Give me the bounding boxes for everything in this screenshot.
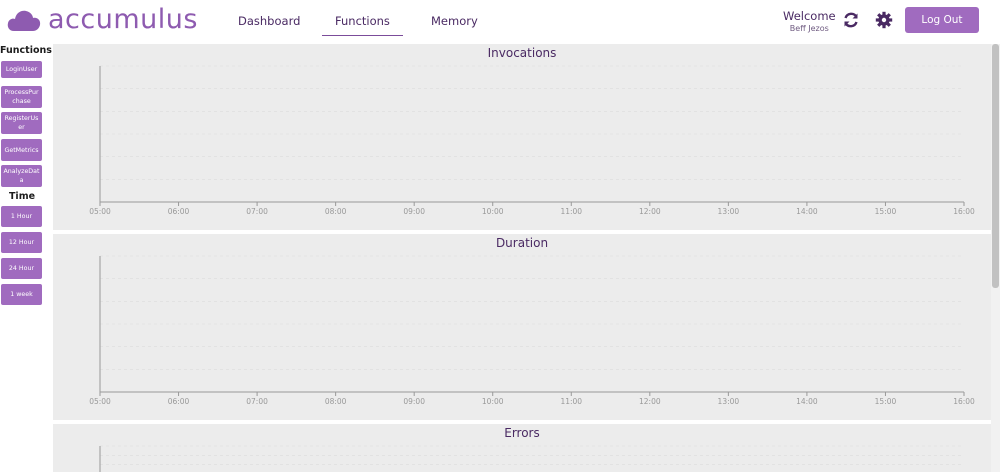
time-button-1-week[interactable]: 1 week (1, 284, 42, 305)
cloud-icon (7, 10, 41, 31)
user-name: Beff Jezos (789, 24, 829, 33)
chart-title: Errors (504, 426, 540, 440)
x-tick-label: 11:00 (560, 207, 582, 216)
function-button-processpurchase[interactable]: ProcessPurchase (1, 86, 42, 108)
app-name: accumulus (48, 4, 198, 35)
app-logo[interactable]: accumulus (6, 4, 198, 35)
x-tick-label: 08:00 (325, 207, 347, 216)
x-tick-label: 07:00 (246, 207, 268, 216)
chart-panel-invocations: Invocations 05:00 06:00 07:00 08:00 09:00 10:… (53, 44, 991, 230)
x-tick-label: 05:00 (89, 397, 111, 406)
x-tick-label: 05:00 (89, 207, 111, 216)
x-tick-label: 06:00 (168, 207, 190, 216)
chart-title: Duration (495, 236, 549, 250)
x-tick-label: 10:00 (482, 207, 504, 216)
x-tick-label: 13:00 (718, 397, 740, 406)
x-tick-label: 09:00 (403, 207, 425, 216)
chart-panel-errors: Errors (53, 424, 991, 472)
chart-panel-duration: Duration 05:00 06:00 07:00 08:00 09:00 10:00 1… (53, 234, 991, 420)
x-tick-label: 15:00 (875, 207, 897, 216)
time-button-1-hour[interactable]: 1 Hour (1, 206, 42, 227)
user-welcome: Welcome Beff Jezos (783, 9, 836, 33)
x-tick-label: 14:00 (796, 397, 818, 406)
x-tick-label: 14:00 (796, 207, 818, 216)
nav-memory[interactable]: Memory (431, 14, 478, 28)
x-tick-label: 09:00 (403, 397, 425, 406)
chart-errors (99, 445, 964, 472)
x-tick-label: 11:00 (560, 397, 582, 406)
logout-button[interactable]: Log Out (905, 7, 979, 33)
gear-icon[interactable] (875, 11, 893, 29)
scrollbar-thumb[interactable] (992, 44, 999, 288)
x-tick-label: 07:00 (246, 397, 268, 406)
sidebar: Functions LoginUser ProcessPurchase Regi… (0, 44, 52, 472)
x-tick-label: 10:00 (482, 397, 504, 406)
x-tick-label: 12:00 (639, 207, 661, 216)
scrollbar[interactable] (991, 44, 1000, 472)
x-tick-label: 12:00 (639, 397, 661, 406)
x-tick-label: 06:00 (168, 397, 190, 406)
function-button-registeruser[interactable]: RegisterUser (1, 112, 42, 134)
chart-duration: 05:00 06:00 07:00 08:00 09:00 10:00 11:00 12:00… (89, 255, 975, 406)
refresh-icon[interactable] (842, 11, 860, 29)
x-tick-label: 15:00 (875, 397, 897, 406)
function-button-loginuser[interactable]: LoginUser (1, 61, 42, 78)
x-tick-label: 13:00 (718, 207, 740, 216)
functions-title: Functions (0, 45, 52, 56)
x-tick-label: 16:00 (953, 397, 975, 406)
nav-functions[interactable]: Functions (322, 14, 403, 36)
welcome-text: Welcome (783, 9, 836, 23)
x-tick-label: 16:00 (953, 207, 975, 216)
chart-invocations: 05:00 06:00 07:00 08:00 09:00 10:00 11:00 12:00… (89, 65, 975, 216)
app-header: accumulus Dashboard Functions Memory Wel… (0, 0, 1000, 44)
function-button-analyzedata[interactable]: AnalyzeData (1, 165, 42, 187)
function-button-getmetrics[interactable]: GetMetrics (1, 139, 42, 161)
time-button-12-hour[interactable]: 12 Hour (1, 232, 42, 253)
charts-area: Invocations 05:00 06:00 07:00 08:00 09:00 10:… (53, 44, 993, 472)
x-tick-label: 08:00 (325, 397, 347, 406)
time-button-24-hour[interactable]: 24 Hour (1, 258, 42, 279)
nav-dashboard[interactable]: Dashboard (238, 14, 301, 28)
chart-title: Invocations (487, 46, 557, 60)
time-title: Time (8, 191, 36, 202)
